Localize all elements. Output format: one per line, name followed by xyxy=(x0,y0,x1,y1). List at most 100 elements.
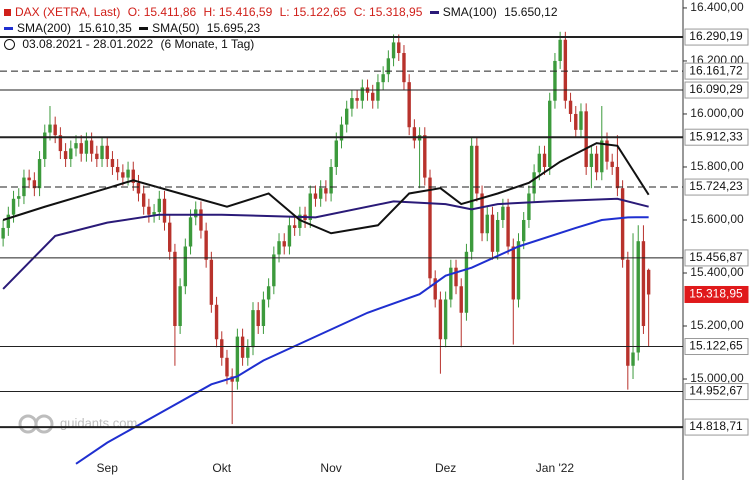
ohlc-label: H: 15.416,59 xyxy=(203,5,273,19)
candle-body xyxy=(43,132,47,160)
candle-body xyxy=(147,206,151,215)
date-range: 03.08.2021 - 28.01.2022 xyxy=(22,37,154,51)
candle-body xyxy=(626,259,630,366)
candle-body xyxy=(459,286,463,313)
indicator-line xyxy=(2,142,650,235)
candle-body xyxy=(428,177,432,279)
candle-body xyxy=(95,153,99,160)
candle-body xyxy=(131,169,135,183)
candle-body xyxy=(423,135,427,178)
logo-ring xyxy=(34,414,54,434)
candle-body xyxy=(516,241,521,300)
level-label-box xyxy=(684,383,749,401)
candle-body xyxy=(631,352,635,366)
candle-body xyxy=(251,310,255,348)
candle-body xyxy=(568,100,573,114)
watermark: guidants.com xyxy=(18,414,137,434)
candle-body xyxy=(537,153,542,173)
x-tick-label: Dez xyxy=(435,461,456,475)
candle-body xyxy=(324,188,328,194)
level-label: 16.090,29 xyxy=(689,82,743,96)
candle-body xyxy=(605,140,609,162)
candle-body xyxy=(6,214,11,228)
candle-body xyxy=(209,259,214,305)
candle-body xyxy=(100,145,104,160)
candle-body xyxy=(548,100,552,167)
candles xyxy=(1,31,651,425)
candle-body xyxy=(84,140,89,154)
x-tick-label: Jan '22 xyxy=(536,461,575,475)
swatch xyxy=(4,27,13,31)
y-tick-label: 15.800,00 xyxy=(690,159,744,173)
candle-body xyxy=(168,222,172,252)
candle-body xyxy=(620,188,625,260)
candle-body xyxy=(345,108,349,125)
candle-body xyxy=(235,336,240,382)
clock-icon xyxy=(4,39,15,51)
candle-body xyxy=(527,193,531,220)
level-label-box xyxy=(684,418,749,436)
candle-body xyxy=(308,193,312,220)
candle-body xyxy=(162,198,167,223)
watermark-text: guidants.com xyxy=(60,415,137,430)
candle-body xyxy=(350,98,354,109)
candle-body xyxy=(105,145,109,160)
candle-body xyxy=(157,198,161,213)
candle-body xyxy=(63,151,68,160)
candle-body xyxy=(136,182,141,194)
candle-body xyxy=(646,269,651,295)
candle-body xyxy=(246,347,250,358)
swatch xyxy=(4,9,11,17)
candle-body xyxy=(360,87,365,101)
candle-body xyxy=(579,111,583,130)
x-tick-label: Nov xyxy=(320,461,341,475)
level-label: 15.724,23 xyxy=(689,179,743,193)
candle-body xyxy=(443,299,448,340)
candle-body xyxy=(298,214,302,228)
level-label: 15.456,87 xyxy=(689,250,743,264)
candle-body xyxy=(48,124,52,133)
candle-body xyxy=(329,166,333,194)
candle-body xyxy=(485,214,489,234)
y-tick-label: 15.400,00 xyxy=(690,265,744,279)
candle-body xyxy=(69,148,73,160)
candle-body xyxy=(89,140,94,154)
level-label: 15.122,65 xyxy=(689,339,743,353)
candle-body xyxy=(17,196,21,199)
x-tick-label: Sep xyxy=(97,461,119,475)
candle-body xyxy=(402,53,406,83)
level-label-box xyxy=(684,28,749,46)
candle-body xyxy=(188,217,193,247)
candle-body xyxy=(490,214,495,252)
indicator-line xyxy=(75,216,649,465)
candle-body xyxy=(141,193,146,207)
candle-body xyxy=(121,172,125,178)
swatch xyxy=(429,11,439,15)
candle-body xyxy=(266,286,271,300)
candle-body xyxy=(600,140,604,173)
candle-body xyxy=(475,145,479,194)
candle-body xyxy=(214,304,219,340)
candle-body xyxy=(225,357,229,377)
candle-body xyxy=(339,124,344,141)
candle-body xyxy=(584,111,588,167)
candle-body xyxy=(407,82,411,128)
level-label: 14.952,67 xyxy=(689,384,743,398)
candle-body xyxy=(11,198,16,215)
candle-body xyxy=(79,143,83,154)
candle-body xyxy=(230,376,234,382)
ohlc-label: L: 15.122,65 xyxy=(279,5,347,19)
candle-body xyxy=(220,339,224,358)
candle-body xyxy=(454,267,458,287)
candle-body xyxy=(397,42,401,54)
level-label-box xyxy=(684,62,749,80)
candle-body xyxy=(449,267,453,300)
candle-body xyxy=(469,145,474,252)
level-label: 14.818,71 xyxy=(689,419,743,433)
instrument: DAX (XETRA, Last) xyxy=(15,5,121,19)
candle-body xyxy=(558,39,562,61)
candle-body xyxy=(1,227,5,239)
level-label: 15.318,95 xyxy=(689,287,743,301)
ohlc-label: C: 15.318,95 xyxy=(353,5,423,19)
